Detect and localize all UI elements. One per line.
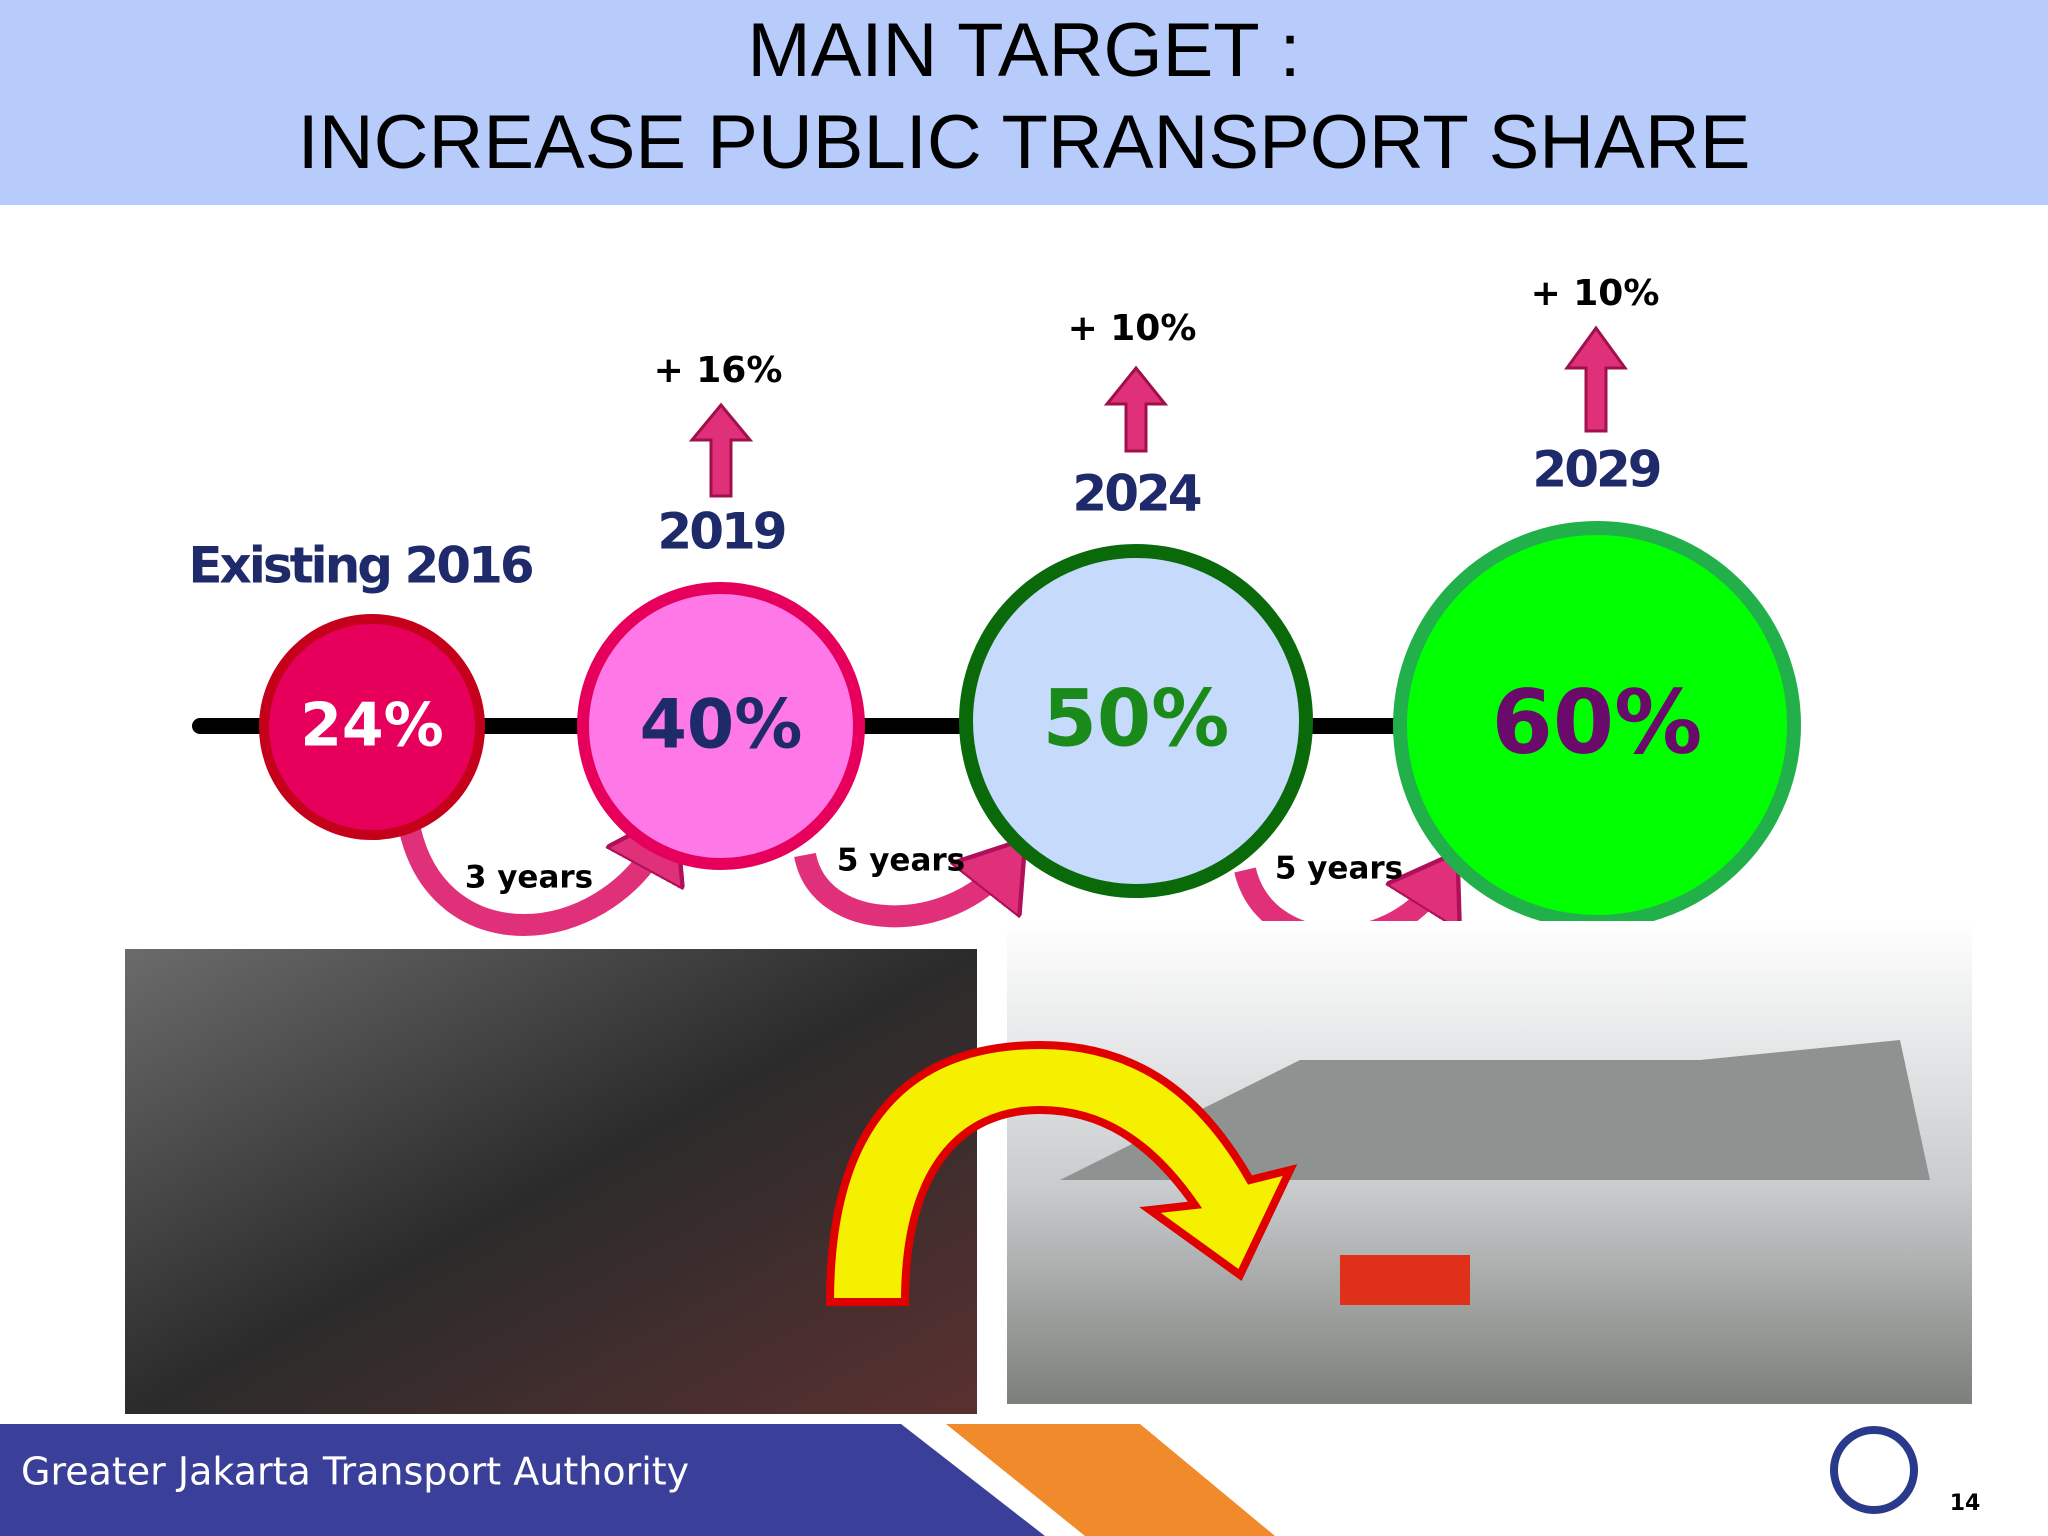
milestone-label: 2024	[1072, 465, 1200, 523]
share-value: 40%	[640, 686, 803, 765]
footer-accent	[946, 1424, 1275, 1536]
interval-label: 3 years	[465, 860, 593, 896]
shift-arrow	[825, 1040, 1298, 1306]
logo	[1830, 1426, 1918, 1514]
up-arrow	[688, 402, 754, 498]
organization: Greater Jakarta Transport Authority	[21, 1450, 689, 1494]
interval-label: 5 years	[1275, 851, 1403, 887]
share-value: 24%	[300, 691, 444, 761]
milestone-label: Existing 2016	[188, 537, 533, 595]
traffic-photo	[125, 949, 977, 1414]
share-value: 50%	[1043, 674, 1230, 764]
header-band	[0, 0, 2048, 205]
station-structure	[1060, 1040, 1930, 1180]
footer-band	[0, 1424, 1045, 1536]
curved-arrow	[399, 830, 660, 936]
milestone-circle	[959, 544, 1313, 898]
milestone-circle	[577, 582, 865, 870]
increase-label: + 10%	[1531, 273, 1660, 314]
milestone-label: 2019	[657, 503, 784, 561]
up-arrow	[1103, 365, 1169, 453]
title-line: MAIN TARGET :	[747, 8, 1300, 93]
title-line: INCREASE PUBLIC TRANSPORT SHARE	[298, 100, 1751, 185]
increase-label: + 10%	[1068, 308, 1197, 349]
milestone-circle	[259, 614, 485, 840]
bus	[1340, 1255, 1470, 1305]
curved-arrow	[794, 855, 1005, 928]
up-arrow	[1564, 325, 1628, 433]
milestone-label: 2029	[1532, 441, 1659, 499]
interval-label: 5 years	[837, 843, 965, 879]
increase-label: + 16%	[654, 350, 783, 391]
page-number: 14	[1950, 1491, 1981, 1516]
share-value: 60%	[1492, 671, 1703, 774]
